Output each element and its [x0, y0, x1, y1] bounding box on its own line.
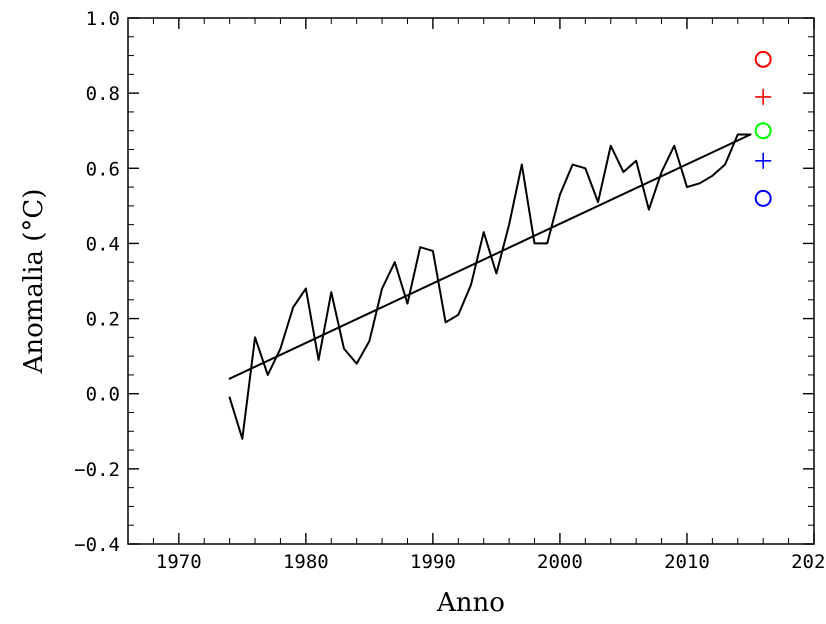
y-tick-label: 0.6 — [86, 158, 120, 180]
marker-layer — [754, 50, 772, 207]
y-tick-label: 1.0 — [86, 8, 120, 30]
trend-line — [228, 133, 752, 380]
y-tick-label: 0.2 — [86, 309, 120, 331]
x-tick-label: 1980 — [283, 551, 329, 573]
anomaly-series-line — [228, 133, 752, 440]
x-tick-label: 2000 — [537, 551, 583, 573]
x-tick-label: 2020 — [791, 551, 826, 573]
y-axis-title: Anomalia (°C) — [19, 189, 49, 375]
x-axis-title: Anno — [436, 588, 505, 618]
y-tick-label: 0.8 — [86, 83, 120, 105]
axis-tick-labels: 1970 1980 1990 2000 2010 2020 −0.4 −0.2 0.0 0.2 0.… — [74, 8, 826, 573]
y-tick-label: −0.4 — [74, 534, 120, 556]
y-tick-label: 0.4 — [86, 233, 120, 255]
circle-marker — [754, 189, 772, 207]
plus-marker — [755, 152, 772, 169]
series-layer — [228, 133, 752, 440]
y-tick-label: −0.2 — [74, 459, 120, 481]
circle-marker — [754, 122, 772, 140]
plus-marker — [755, 88, 772, 105]
x-tick-label: 2010 — [664, 551, 710, 573]
circle-marker — [754, 50, 772, 68]
x-tick-label: 1990 — [410, 551, 456, 573]
axis-ticks — [127, 17, 815, 545]
y-tick-label: 0.0 — [86, 384, 120, 406]
x-tick-label: 1970 — [156, 551, 202, 573]
